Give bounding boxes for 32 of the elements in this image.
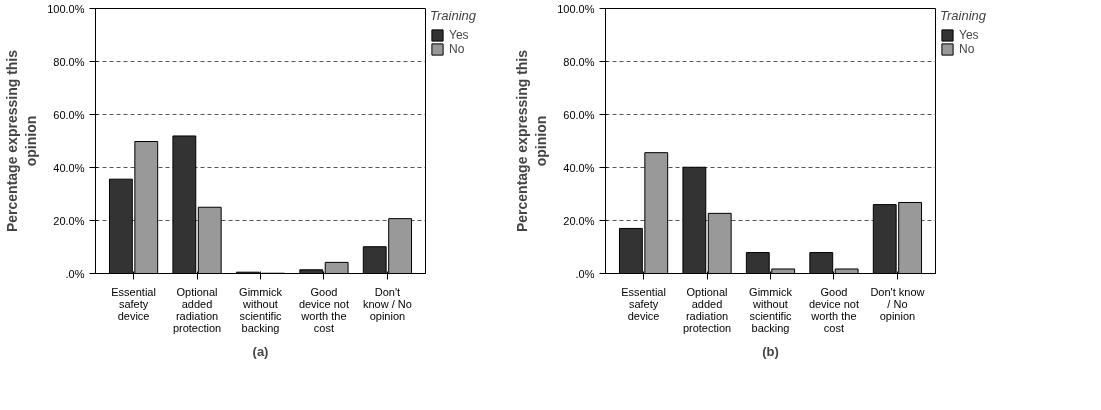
x-tick-label: Good device not worth the cost [298, 285, 350, 334]
text: (b) [762, 343, 779, 359]
y-tick-label: 100.0% [557, 2, 595, 15]
x-tick-label: Essential safety device [111, 285, 156, 322]
legend-title: Training [430, 8, 477, 23]
y-tick-label: .0% [575, 267, 595, 280]
x-tick-label: Don't know / No opinion [362, 285, 412, 322]
x-tick-label: Don't know / No opinion [870, 285, 925, 322]
y-tick-label: 20.0% [53, 214, 85, 227]
y-tick-label: 20.0% [563, 214, 595, 227]
legend-label: Yes [959, 28, 979, 42]
x-tick-label: Optional added radiation protection [172, 285, 222, 334]
y-tick-label: 60.0% [53, 108, 85, 121]
x-tick-label: Gimmick without scientific backing [749, 285, 793, 334]
text: (a) [252, 343, 269, 359]
y-tick-label: 80.0% [563, 55, 595, 68]
legend-title: Training [940, 8, 987, 23]
y-axis-title: Percentage expressing this opinion [3, 49, 40, 233]
y-tick-label: 100.0% [47, 2, 85, 15]
y-tick-label: .0% [65, 267, 85, 280]
x-tick-label: Gimmick without scientific backing [239, 285, 283, 334]
legend-label: No [959, 42, 976, 56]
legend-label: No [449, 42, 466, 56]
y-tick-label: 40.0% [563, 161, 595, 174]
y-tick-label: 80.0% [53, 55, 85, 68]
legend-label: Yes [449, 28, 469, 42]
y-tick-label: 60.0% [563, 108, 595, 121]
y-tick-label: 40.0% [53, 161, 85, 174]
x-tick-label: Essential safety device [621, 285, 666, 322]
y-axis-title: Percentage expressing this opinion [513, 49, 550, 233]
x-tick-label: Optional added radiation protection [682, 285, 732, 334]
x-tick-label: Good device not worth the cost [808, 285, 860, 334]
